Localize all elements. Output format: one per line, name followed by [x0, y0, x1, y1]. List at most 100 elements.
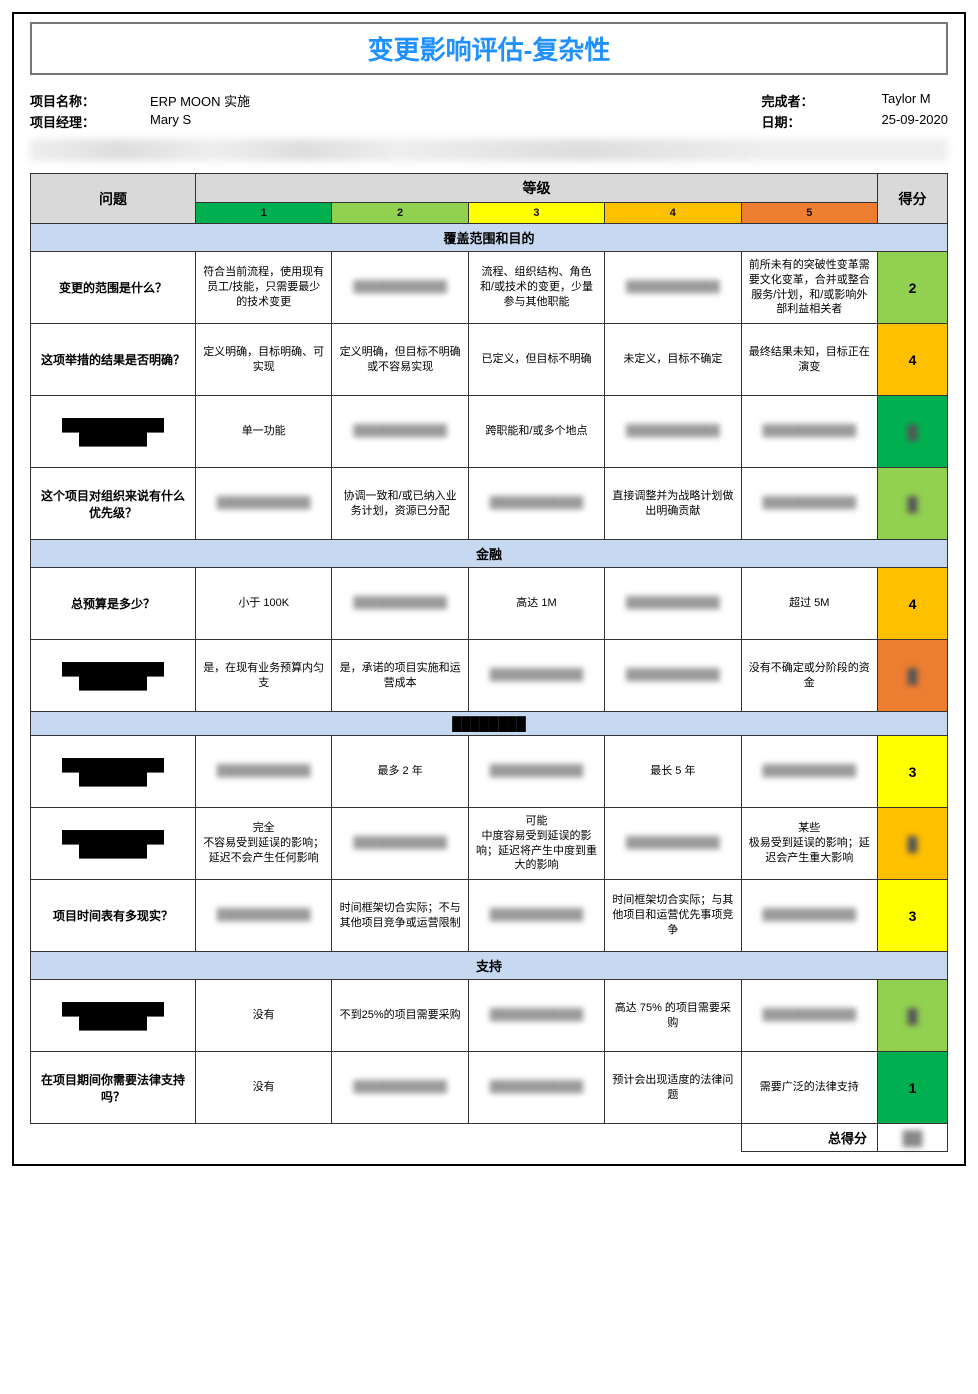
- total-label: 总得分: [741, 1124, 877, 1152]
- section-header: 金融: [31, 540, 948, 568]
- score-cell: 1: [878, 1052, 948, 1124]
- project-name-value: ERP MOON 实施: [150, 91, 250, 110]
- rating-cell: 没有不确定或分阶段的资金: [741, 640, 877, 712]
- question-cell: 变更的范围是什么？: [31, 252, 196, 324]
- rating-cell: 直接调整并为战略计划做出明确贡献: [605, 468, 741, 540]
- score-cell: 4: [878, 568, 948, 640]
- question-cell: 项目时间表有多现实？: [31, 880, 196, 952]
- question-cell: ████████████████████: [31, 980, 196, 1052]
- rating-cell: ████████████: [332, 808, 468, 880]
- table-header: 问题 等级 得分 1 2 3 4 5: [31, 174, 948, 224]
- meta-block: 项目名称： ERP MOON 实施 项目经理： Mary S 完成者： Tayl…: [30, 91, 948, 131]
- table-row: 变更的范围是什么？符合当前流程，使用现有员工/技能，只需要最少的技术变更████…: [31, 252, 948, 324]
- rating-cell: ████████████: [605, 808, 741, 880]
- table-row: ████████████████████████████████最多 2 年██…: [31, 736, 948, 808]
- rating-cell: 已定义，但目标不明确: [468, 324, 604, 396]
- table-row: ████████████████████单一功能████████████跨职能和…: [31, 396, 948, 468]
- score-cell: █: [878, 808, 948, 880]
- question-cell: 总预算是多少？: [31, 568, 196, 640]
- rating-cell: ████████████: [741, 980, 877, 1052]
- assessment-table: 问题 等级 得分 1 2 3 4 5 覆盖范围和目的变更的范围是什么？符合当前流…: [30, 173, 948, 1152]
- rating-cell: 没有: [196, 1052, 332, 1124]
- total-row: 总得分██: [31, 1124, 948, 1152]
- rating-cell: ████████████: [605, 396, 741, 468]
- score-cell: █: [878, 396, 948, 468]
- assessment-page: 变更影响评估-复杂性 项目名称： ERP MOON 实施 项目经理： Mary …: [12, 12, 966, 1166]
- rating-cell: 协调一致和/或已纳入业务计划，资源已分配: [332, 468, 468, 540]
- rating-cell: 最多 2 年: [332, 736, 468, 808]
- score-cell: █: [878, 640, 948, 712]
- table-row: 这个项目对组织来说有什么优先级？████████████协调一致和/或已纳入业务…: [31, 468, 948, 540]
- question-cell: ████████████████████: [31, 736, 196, 808]
- rating-cell: ████████████: [332, 252, 468, 324]
- question-cell: 这项举措的结果是否明确？: [31, 324, 196, 396]
- rating-cell: ████████████: [605, 252, 741, 324]
- rating-cell: ████████████: [605, 568, 741, 640]
- header-score: 得分: [878, 174, 948, 224]
- rating-cell: 预计会出现适度的法律问题: [605, 1052, 741, 1124]
- rating-cell: ████████████: [468, 736, 604, 808]
- rating-cell: 需要广泛的法律支持: [741, 1052, 877, 1124]
- table-row: 总预算是多少？小于 100K████████████高达 1M█████████…: [31, 568, 948, 640]
- rating-cell: ████████████: [741, 880, 877, 952]
- question-cell: ████████████████████: [31, 808, 196, 880]
- rating-cell: 最终结果未知，目标正在演变: [741, 324, 877, 396]
- rating-cell: ████████████: [468, 1052, 604, 1124]
- rating-cell: 可能中度容易受到延误的影响；延迟将产生中度到重大的影响: [468, 808, 604, 880]
- rating-cell: 小于 100K: [196, 568, 332, 640]
- rating-cell: 某些极易受到延误的影响；延迟会产生重大影响: [741, 808, 877, 880]
- completed-by-label: 完成者：: [762, 91, 882, 110]
- project-name-label: 项目名称：: [30, 91, 150, 110]
- rating-cell: 是，在现有业务预算内匀支: [196, 640, 332, 712]
- rating-cell: 完全不容易受到延误的影响；延迟不会产生任何影响: [196, 808, 332, 880]
- rating-cell: ████████████: [332, 1052, 468, 1124]
- rating-cell: 定义明确，但目标不明确或不容易实现: [332, 324, 468, 396]
- header-rating: 等级: [196, 174, 878, 203]
- rating-cell: 时间框架切合实际；与其他项目和运营优先事项竞争: [605, 880, 741, 952]
- rating-cell: 是，承诺的项目实施和运营成本: [332, 640, 468, 712]
- rating-cell: ████████████: [196, 880, 332, 952]
- rating-cell: ████████████: [468, 880, 604, 952]
- rating-cell: 跨职能和/或多个地点: [468, 396, 604, 468]
- table-row: ████████████████████完全不容易受到延误的影响；延迟不会产生任…: [31, 808, 948, 880]
- rating-cell: ████████████: [468, 640, 604, 712]
- project-manager-value: Mary S: [150, 112, 191, 131]
- rating-cell: 流程、组织结构、角色和/或技术的变更，少量参与其他职能: [468, 252, 604, 324]
- section-header: 支持: [31, 952, 948, 980]
- rating-cell: ████████████: [468, 980, 604, 1052]
- rating-cell: 单一功能: [196, 396, 332, 468]
- rating-header-3: 3: [468, 203, 604, 224]
- question-cell: ████████████████████: [31, 640, 196, 712]
- rating-cell: 前所未有的突破性变革需要文化变革，合并或整合服务/计划，和/或影响外部利益相关者: [741, 252, 877, 324]
- score-cell: 3: [878, 880, 948, 952]
- rating-cell: ████████████: [605, 640, 741, 712]
- rating-header-4: 4: [605, 203, 741, 224]
- meta-right: 完成者： Taylor M 日期： 25-09-2020: [762, 91, 949, 131]
- rating-cell: ████████████: [332, 396, 468, 468]
- rating-cell: ████████████: [741, 736, 877, 808]
- rating-cell: ████████████: [332, 568, 468, 640]
- rating-cell: 高达 75% 的项目需要采购: [605, 980, 741, 1052]
- intro-blurred-text: [30, 139, 948, 161]
- table-row: ████████████████████是，在现有业务预算内匀支是，承诺的项目实…: [31, 640, 948, 712]
- rating-cell: 符合当前流程，使用现有员工/技能，只需要最少的技术变更: [196, 252, 332, 324]
- score-cell: █: [878, 468, 948, 540]
- score-cell: 4: [878, 324, 948, 396]
- total-score: ██: [878, 1124, 948, 1152]
- score-cell: 3: [878, 736, 948, 808]
- section-header: 覆盖范围和目的: [31, 224, 948, 252]
- question-cell: 在项目期间你需要法律支持吗？: [31, 1052, 196, 1124]
- rating-header-2: 2: [332, 203, 468, 224]
- table-row: 这项举措的结果是否明确？定义明确，目标明确、可实现定义明确，但目标不明确或不容易…: [31, 324, 948, 396]
- rating-cell: ████████████: [196, 468, 332, 540]
- rating-cell: 最长 5 年: [605, 736, 741, 808]
- table-body: 覆盖范围和目的变更的范围是什么？符合当前流程，使用现有员工/技能，只需要最少的技…: [31, 224, 948, 1152]
- rating-cell: 没有: [196, 980, 332, 1052]
- date-label: 日期：: [762, 112, 882, 131]
- completed-by-value: Taylor M: [882, 91, 931, 110]
- rating-cell: ████████████: [741, 468, 877, 540]
- meta-left: 项目名称： ERP MOON 实施 项目经理： Mary S: [30, 91, 250, 131]
- rating-cell: 时间框架切合实际；不与其他项目竞争或运营限制: [332, 880, 468, 952]
- total-spacer: [31, 1124, 742, 1152]
- question-cell: 这个项目对组织来说有什么优先级？: [31, 468, 196, 540]
